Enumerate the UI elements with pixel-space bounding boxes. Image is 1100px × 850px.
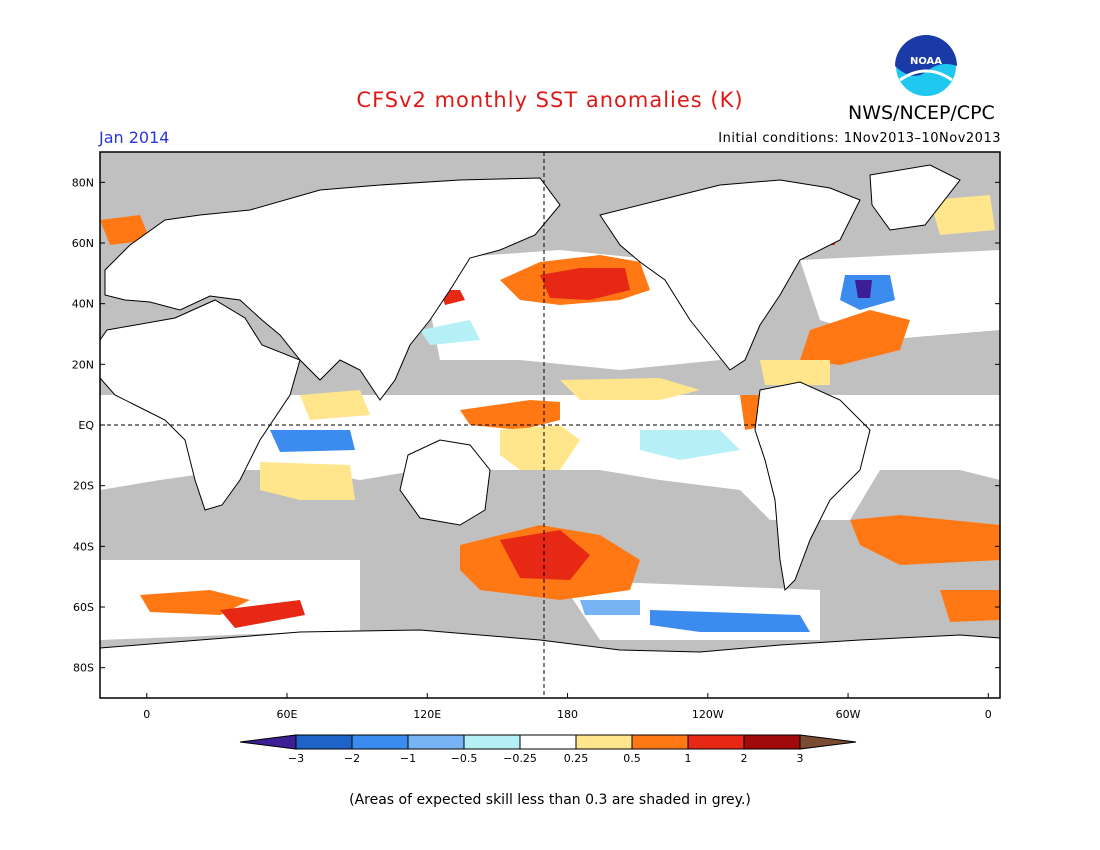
- colorbar: −3 −2 −1 −0.5 −0.25 0.25 0.5 1 2 3: [239, 734, 857, 765]
- lon-tick-label: 120W: [692, 708, 724, 721]
- lat-tick-label: 40S: [73, 540, 94, 553]
- south-america-land: [754, 381, 871, 592]
- colorbar-swatch: [463, 734, 521, 750]
- lat-tick-label: 20N: [72, 358, 94, 371]
- colorbar-label: −3: [288, 752, 304, 765]
- lat-tick-label: 40N: [72, 298, 94, 311]
- lat-tick-label: 80S: [73, 662, 94, 675]
- lat-tick-label: 20S: [73, 480, 94, 493]
- map-plot-area: 80N 60N 40N 20N EQ 20S 40S 60S 80S 0 60E 120E 180 12…: [72, 151, 1001, 721]
- colorbar-swatch: [407, 734, 465, 750]
- lon-tick-label: 60W: [836, 708, 861, 721]
- africa-land: [99, 299, 301, 511]
- colorbar-label: 3: [797, 752, 804, 765]
- noaa-logo: NOAA: [894, 34, 958, 98]
- skill-footnote: (Areas of expected skill less than 0.3 a…: [349, 792, 751, 808]
- colorbar-swatch: [743, 734, 801, 750]
- agency-label: NWS/NCEP/CPC: [848, 102, 995, 124]
- colorbar-max-triangle: [799, 734, 857, 750]
- noaa-logo-text: NOAA: [910, 56, 942, 67]
- lon-tick-label: 180: [557, 708, 578, 721]
- lat-tick-label: 60S: [73, 601, 94, 614]
- forecast-period: Jan 2014: [99, 128, 170, 147]
- colorbar-swatch: [575, 734, 633, 750]
- colorbar-swatch: [687, 734, 745, 750]
- colorbar-swatch: [631, 734, 689, 750]
- colorbar-label: 1: [685, 752, 692, 765]
- lon-tick-label: 120E: [413, 708, 441, 721]
- colorbar-min-triangle: [239, 734, 297, 750]
- lat-tick-label: EQ: [78, 419, 94, 432]
- north-america-land: [599, 179, 861, 371]
- initial-conditions: Initial conditions: 1Nov2013–10Nov2013: [718, 131, 1001, 146]
- lon-tick-label: 0: [143, 708, 150, 721]
- lon-tick-label: 60E: [277, 708, 298, 721]
- colorbar-label: −0.25: [503, 752, 537, 765]
- lon-tick-label: 0: [985, 708, 992, 721]
- colorbar-label: 2: [741, 752, 748, 765]
- colorbar-label: 0.25: [564, 752, 589, 765]
- lat-tick-label: 60N: [72, 237, 94, 250]
- colorbar-label: −0.5: [451, 752, 478, 765]
- chart-title: CFSv2 monthly SST anomalies (K): [356, 88, 744, 112]
- australia-land: [399, 439, 491, 526]
- greenland-land: [869, 164, 961, 231]
- sst-anomaly-map-figure: NOAA: [72, 34, 1001, 765]
- colorbar-label: −1: [400, 752, 416, 765]
- continents: [99, 164, 1001, 699]
- lat-tick-label: 80N: [72, 176, 94, 189]
- colorbar-swatch: [295, 734, 353, 750]
- latitude-axis: 80N 60N 40N 20N EQ 20S 40S 60S 80S: [72, 176, 1000, 675]
- colorbar-swatch: [519, 734, 577, 750]
- longitude-axis: 0 60E 120E 180 120W 60W 0: [143, 693, 992, 721]
- colorbar-label: 0.5: [623, 752, 641, 765]
- eurasia-land: [104, 177, 561, 401]
- colorbar-label: −2: [344, 752, 360, 765]
- colorbar-swatch: [351, 734, 409, 750]
